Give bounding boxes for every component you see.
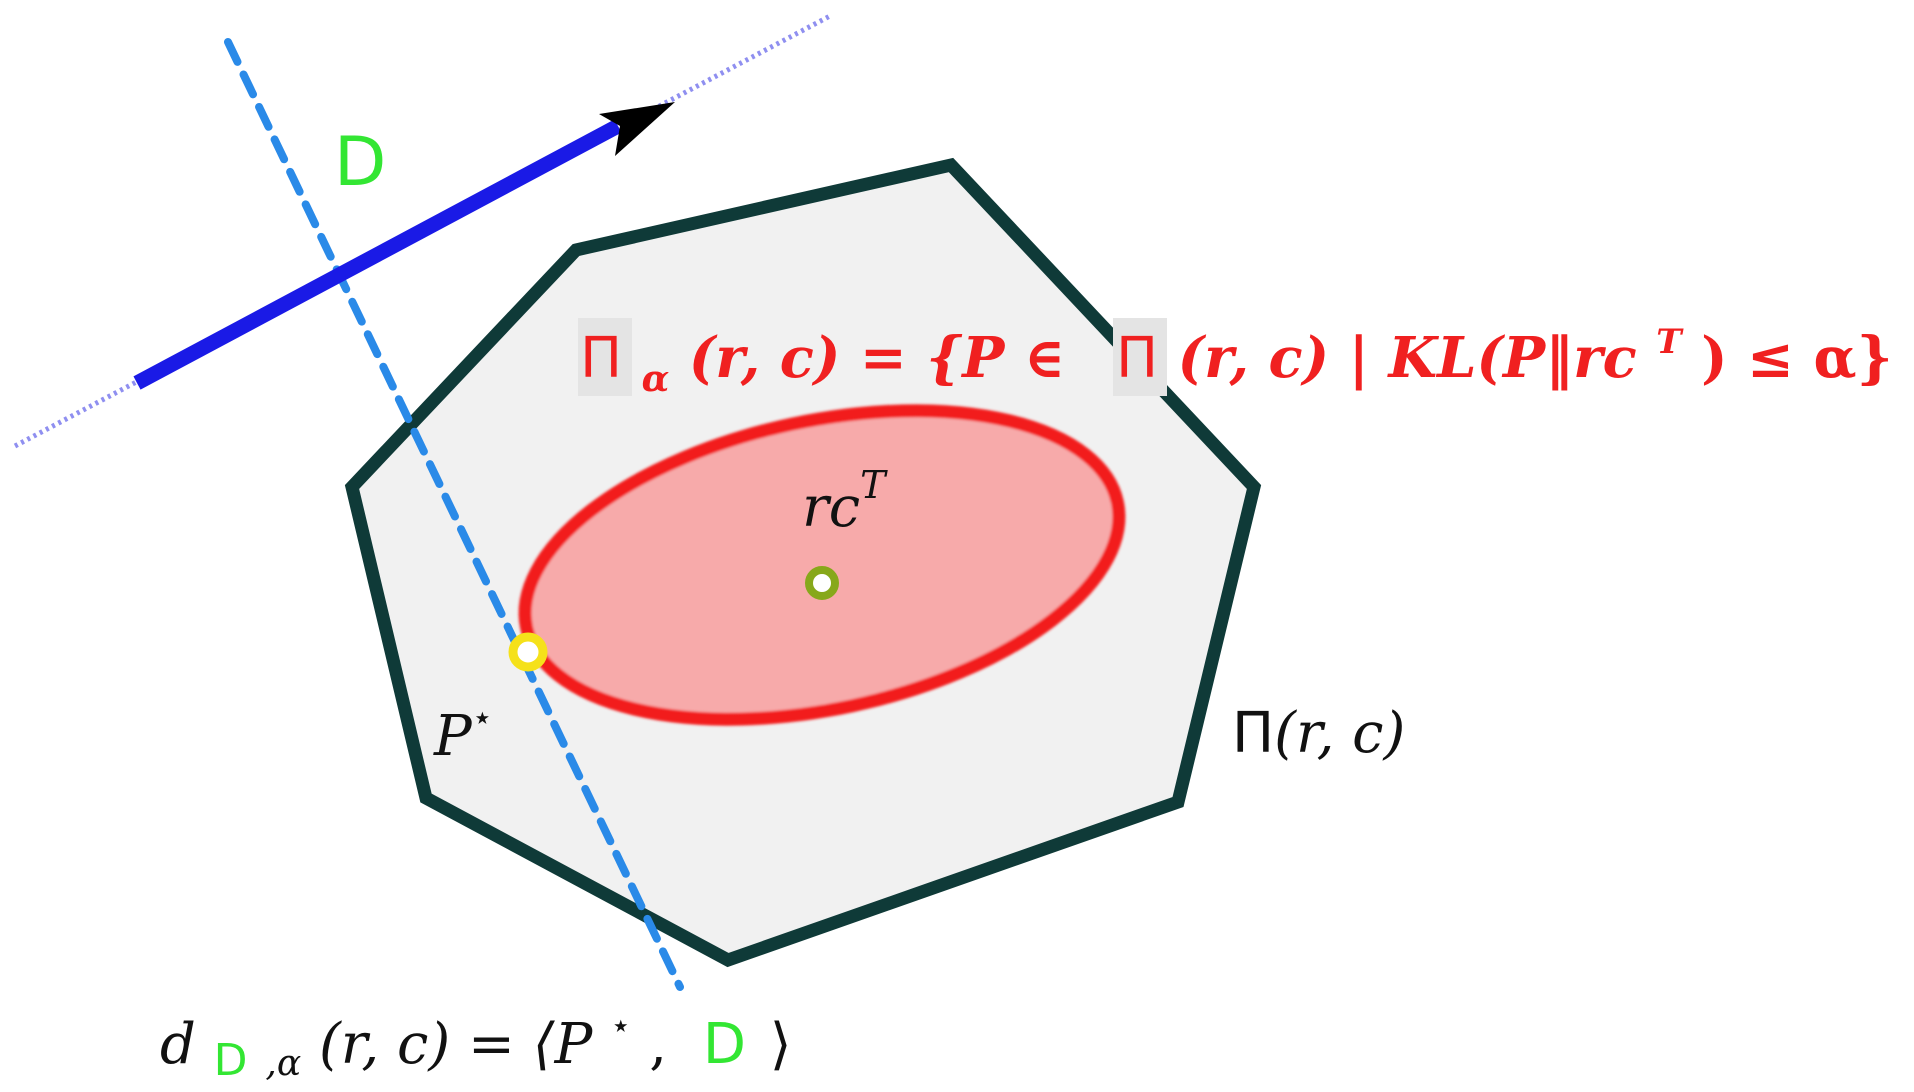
set-tail: ) ≤ α}	[1701, 325, 1893, 391]
formula-middle: (r, c) = ⟨P	[319, 1012, 594, 1077]
center-point-marker	[805, 566, 839, 600]
optimal-point-marker	[508, 632, 548, 672]
pi2-highlight	[1113, 318, 1167, 396]
set-args-rhs: (r, c) | KL(P‖rc	[1178, 325, 1637, 391]
set-pi2: Π	[1116, 326, 1158, 391]
set-pi: Π	[580, 326, 622, 391]
set-alpha-sub: α	[642, 358, 670, 400]
set-definition-formula: Π α (r, c) = {P ∈ Π (r, c) | KL(P‖rc T )…	[578, 301, 1893, 405]
center-point-text: rc	[802, 475, 860, 540]
supporting-dotted-line	[224, 38, 684, 991]
formula-star: ⋆	[610, 1006, 631, 1046]
formula-D: D	[703, 1012, 746, 1077]
kl-ellipse	[518, 404, 1126, 726]
set-sup-T: T	[1656, 322, 1684, 362]
set-args-lhs: (r, c) = {P ∈	[689, 325, 1085, 391]
formula-comma: ,	[649, 1012, 667, 1077]
center-point-label: rcT	[802, 463, 888, 540]
optimal-point-text: P	[433, 704, 473, 769]
direction-label: D	[334, 123, 386, 202]
polytope-args: (r, c)	[1274, 701, 1405, 766]
direction-arrow	[133, 102, 675, 390]
pi-highlight	[578, 318, 632, 396]
polytope-label: Π(r, c)	[1232, 701, 1405, 766]
formula-close: ⟩	[770, 1012, 792, 1077]
distance-formula: d D ,α (r, c) = ⟨P ⋆ , D ⟩	[160, 986, 792, 1089]
optimal-point-star: ⋆	[472, 698, 493, 738]
formula-sub-alpha: ,α	[265, 1043, 301, 1084]
center-point-sup: T	[860, 463, 888, 507]
arrow-head	[599, 102, 675, 156]
optimal-point-label: P⋆	[433, 698, 493, 769]
formula-sub-D: D	[214, 1035, 248, 1086]
svg-text:Π α (r, c) = {P ∈: Π α (r, c) = {P ∈ Π (r, c) | KL(P‖rc T )…	[580, 301, 1893, 405]
polytope-pi: Π	[1232, 701, 1274, 766]
formula-d: d	[160, 1012, 196, 1077]
